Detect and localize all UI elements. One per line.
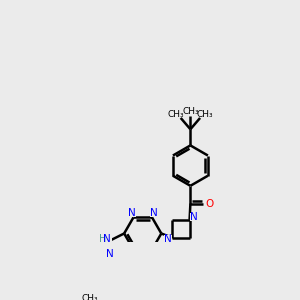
Text: CH₃: CH₃ (82, 294, 98, 300)
Text: N: N (106, 250, 113, 260)
FancyBboxPatch shape (190, 213, 198, 221)
Text: N: N (103, 234, 111, 244)
FancyBboxPatch shape (164, 235, 172, 243)
Text: N: N (128, 208, 136, 218)
Text: N: N (164, 234, 172, 244)
Text: CH₃: CH₃ (196, 110, 213, 119)
FancyBboxPatch shape (128, 209, 136, 217)
Text: N: N (190, 212, 197, 222)
Text: N: N (150, 208, 158, 218)
FancyBboxPatch shape (106, 250, 114, 259)
Text: H: H (100, 234, 107, 244)
FancyBboxPatch shape (150, 209, 158, 217)
Text: O: O (206, 199, 214, 208)
FancyBboxPatch shape (205, 200, 214, 208)
FancyBboxPatch shape (98, 234, 112, 244)
Text: CH₃: CH₃ (182, 107, 199, 116)
Text: CH₃: CH₃ (167, 110, 184, 119)
